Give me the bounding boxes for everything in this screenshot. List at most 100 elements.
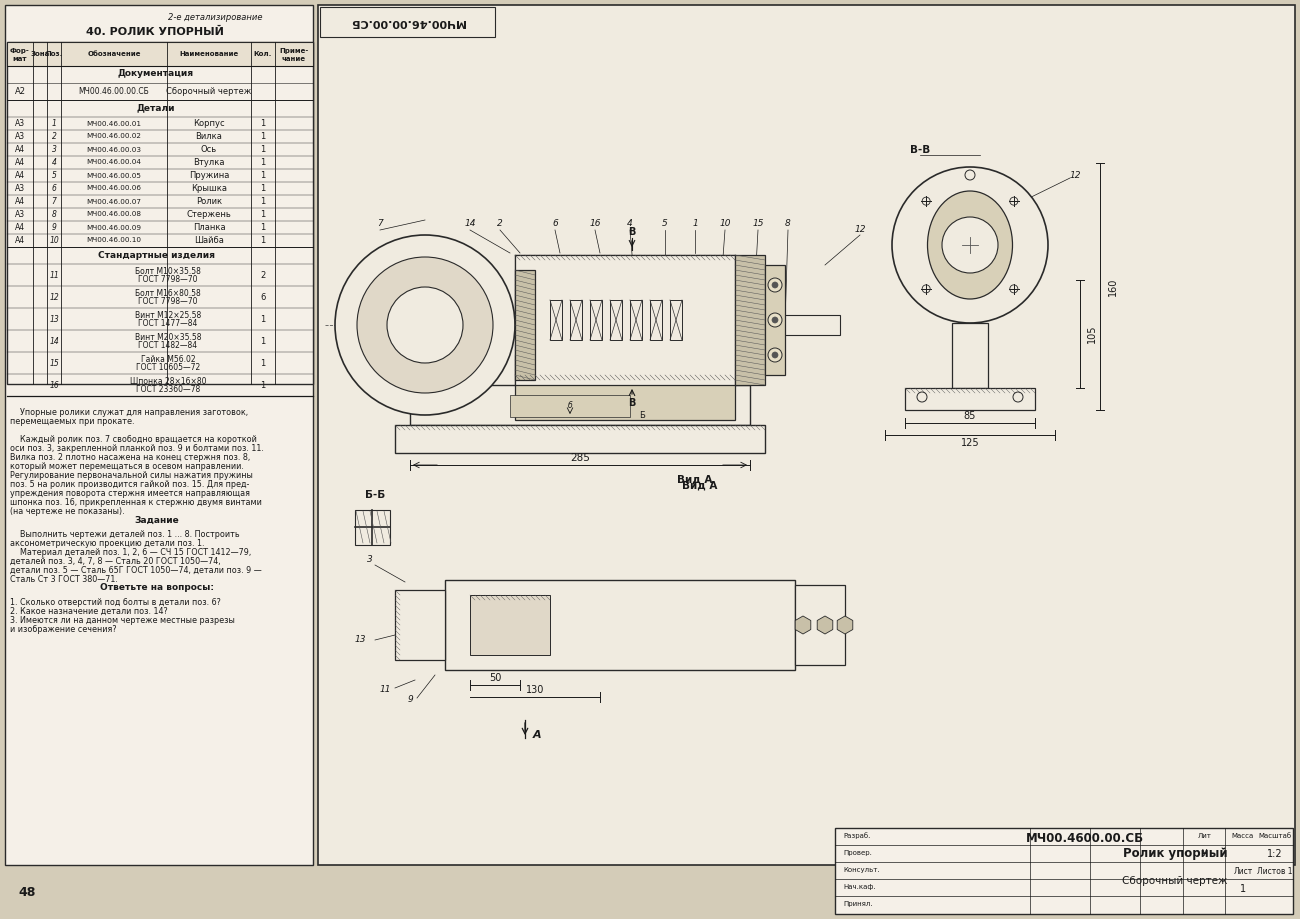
Text: деталей поз. 3, 4, 7, 8 — Сталь 20 ГОСТ 1050—74,: деталей поз. 3, 4, 7, 8 — Сталь 20 ГОСТ … bbox=[10, 557, 221, 566]
FancyBboxPatch shape bbox=[515, 270, 536, 380]
Text: 1: 1 bbox=[260, 236, 265, 245]
Text: 7: 7 bbox=[377, 220, 384, 229]
FancyBboxPatch shape bbox=[515, 255, 734, 385]
Text: 130: 130 bbox=[525, 685, 545, 695]
Text: ГОСТ 1477—84: ГОСТ 1477—84 bbox=[138, 320, 198, 328]
FancyBboxPatch shape bbox=[515, 355, 734, 420]
Text: 1: 1 bbox=[260, 184, 265, 193]
Text: 40. РОЛИК УПОРНЫЙ: 40. РОЛИК УПОРНЫЙ bbox=[86, 27, 224, 37]
Text: 1: 1 bbox=[260, 210, 265, 219]
Text: МЧ00.46.00.00.СБ: МЧ00.46.00.00.СБ bbox=[351, 17, 465, 27]
FancyBboxPatch shape bbox=[510, 315, 840, 335]
Text: 16: 16 bbox=[49, 380, 58, 390]
Polygon shape bbox=[818, 616, 833, 634]
Text: Материал деталей поз. 1, 2, 6 — СЧ 15 ГОСТ 1412—79,: Материал деталей поз. 1, 2, 6 — СЧ 15 ГО… bbox=[10, 548, 251, 557]
Text: А4: А4 bbox=[14, 145, 25, 154]
Text: Задание: Задание bbox=[135, 516, 179, 525]
FancyBboxPatch shape bbox=[395, 425, 764, 453]
Text: 105: 105 bbox=[1087, 324, 1097, 344]
Text: б: б bbox=[568, 402, 572, 411]
FancyBboxPatch shape bbox=[510, 395, 630, 417]
Text: детали поз. 5 — Сталь 65Г ГОСТ 1050—74, детали поз. 9 —: детали поз. 5 — Сталь 65Г ГОСТ 1050—74, … bbox=[10, 566, 261, 575]
Text: Выполнить чертежи деталей поз. 1 ... 8. Построить: Выполнить чертежи деталей поз. 1 ... 8. … bbox=[10, 530, 239, 539]
Text: 2. Какое назначение детали поз. 14?: 2. Какое назначение детали поз. 14? bbox=[10, 607, 168, 616]
FancyBboxPatch shape bbox=[445, 580, 796, 670]
Text: 10: 10 bbox=[49, 236, 58, 245]
Circle shape bbox=[387, 287, 463, 363]
Circle shape bbox=[768, 278, 783, 292]
Text: который может перемещаться в осевом направлении.: который может перемещаться в осевом напр… bbox=[10, 462, 244, 471]
Text: 14: 14 bbox=[49, 336, 58, 346]
Text: 1: 1 bbox=[260, 336, 265, 346]
Text: Обозначение: Обозначение bbox=[87, 51, 140, 57]
Circle shape bbox=[772, 352, 777, 358]
Text: Детали: Детали bbox=[136, 104, 176, 112]
Text: Регулирование первоначальной силы нажатия пружины: Регулирование первоначальной силы нажати… bbox=[10, 471, 254, 480]
FancyBboxPatch shape bbox=[835, 828, 1294, 914]
Text: 8: 8 bbox=[52, 210, 56, 219]
FancyBboxPatch shape bbox=[734, 255, 764, 385]
Text: Пружина: Пружина bbox=[188, 171, 229, 180]
Text: Вилка поз. 2 плотно насажена на конец стержня поз. 8,: Вилка поз. 2 плотно насажена на конец ст… bbox=[10, 453, 250, 462]
FancyBboxPatch shape bbox=[952, 323, 988, 388]
Text: шпонка поз. 16, прикрепленная к стержню двумя винтами: шпонка поз. 16, прикрепленная к стержню … bbox=[10, 498, 261, 507]
FancyBboxPatch shape bbox=[796, 585, 845, 665]
Text: Шпонка 28×16×80: Шпонка 28×16×80 bbox=[130, 377, 207, 385]
Text: В-В: В-В bbox=[910, 145, 929, 155]
Text: и изображение сечения?: и изображение сечения? bbox=[10, 625, 117, 634]
FancyBboxPatch shape bbox=[395, 590, 445, 660]
Text: МЧ00.46.00.06: МЧ00.46.00.06 bbox=[87, 186, 142, 191]
Text: Вид А: Вид А bbox=[682, 480, 718, 490]
Text: Винт М20×35.58: Винт М20×35.58 bbox=[135, 333, 202, 342]
Text: 8: 8 bbox=[785, 220, 790, 229]
Text: А3: А3 bbox=[14, 132, 25, 141]
Text: МЧ00.46.00.03: МЧ00.46.00.03 bbox=[87, 146, 142, 153]
Text: оси поз. 3, закрепленной планкой поз. 9 и болтами поз. 11.: оси поз. 3, закрепленной планкой поз. 9 … bbox=[10, 444, 264, 453]
Text: МЧ00.4600.00.СБ: МЧ00.4600.00.СБ bbox=[1026, 833, 1144, 845]
Text: Провер.: Провер. bbox=[842, 850, 872, 856]
Text: Крышка: Крышка bbox=[191, 184, 228, 193]
Text: ГОСТ 7798—70: ГОСТ 7798—70 bbox=[138, 298, 198, 307]
Text: 1: 1 bbox=[260, 223, 265, 232]
FancyBboxPatch shape bbox=[515, 255, 734, 320]
Text: А3: А3 bbox=[14, 119, 25, 128]
Text: 14: 14 bbox=[464, 220, 476, 229]
Text: Планка: Планка bbox=[192, 223, 225, 232]
Text: А4: А4 bbox=[14, 197, 25, 206]
Text: 3: 3 bbox=[52, 145, 56, 154]
Text: Принял.: Принял. bbox=[842, 901, 872, 907]
Text: 1: 1 bbox=[260, 119, 265, 128]
Circle shape bbox=[772, 317, 777, 323]
Text: 1: 1 bbox=[260, 158, 265, 167]
Text: Сборочный чертеж: Сборочный чертеж bbox=[1122, 876, 1227, 886]
Text: МЧ00.46.00.05: МЧ00.46.00.05 bbox=[87, 173, 142, 178]
Circle shape bbox=[772, 282, 777, 288]
FancyBboxPatch shape bbox=[471, 595, 550, 655]
Text: 48: 48 bbox=[18, 887, 35, 900]
Text: 125: 125 bbox=[961, 438, 979, 448]
Text: Наименование: Наименование bbox=[179, 51, 239, 57]
FancyBboxPatch shape bbox=[6, 42, 313, 384]
Text: Ось: Ось bbox=[202, 145, 217, 154]
Text: перемещаемых при прокате.: перемещаемых при прокате. bbox=[10, 417, 134, 426]
Text: 285: 285 bbox=[571, 453, 590, 463]
Text: МЧ00.46.00.10: МЧ00.46.00.10 bbox=[87, 237, 142, 244]
Text: У: У bbox=[1202, 849, 1208, 858]
FancyBboxPatch shape bbox=[320, 7, 495, 37]
Text: Ролик: Ролик bbox=[196, 197, 222, 206]
Text: 6: 6 bbox=[52, 184, 56, 193]
FancyBboxPatch shape bbox=[5, 5, 313, 865]
Text: 6: 6 bbox=[260, 292, 265, 301]
Text: поз. 5 на ролик производится гайкой поз. 15. Для пред-: поз. 5 на ролик производится гайкой поз.… bbox=[10, 480, 250, 489]
Text: 10: 10 bbox=[719, 220, 731, 229]
Text: Лист: Лист bbox=[1234, 868, 1253, 877]
Text: 4: 4 bbox=[52, 158, 56, 167]
Text: Ролик упорный: Ролик упорный bbox=[1123, 847, 1227, 860]
Text: 1. Сколько отверстий под болты в детали поз. 6?: 1. Сколько отверстий под болты в детали … bbox=[10, 598, 221, 607]
Text: Б: Б bbox=[640, 411, 645, 419]
Text: 9: 9 bbox=[52, 223, 56, 232]
Text: 1: 1 bbox=[260, 358, 265, 368]
Circle shape bbox=[942, 217, 998, 273]
Text: 1: 1 bbox=[260, 380, 265, 390]
Text: Сборочный чертеж: Сборочный чертеж bbox=[166, 86, 252, 96]
